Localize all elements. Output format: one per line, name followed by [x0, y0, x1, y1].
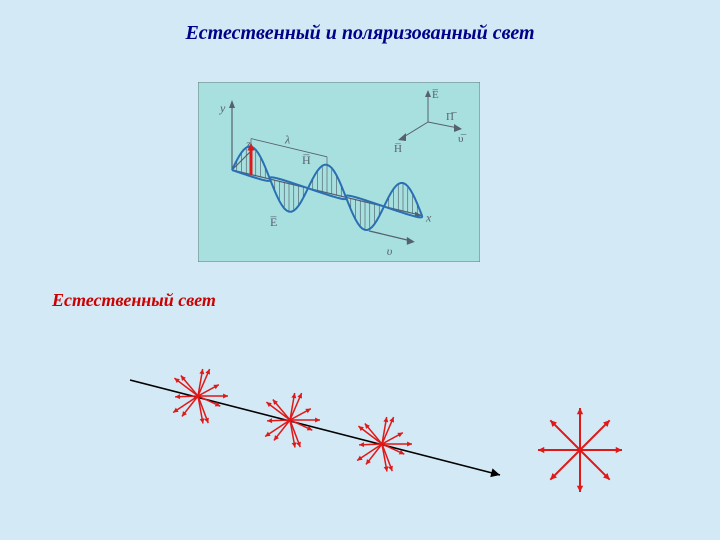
natural-light-diagram: [0, 0, 720, 540]
